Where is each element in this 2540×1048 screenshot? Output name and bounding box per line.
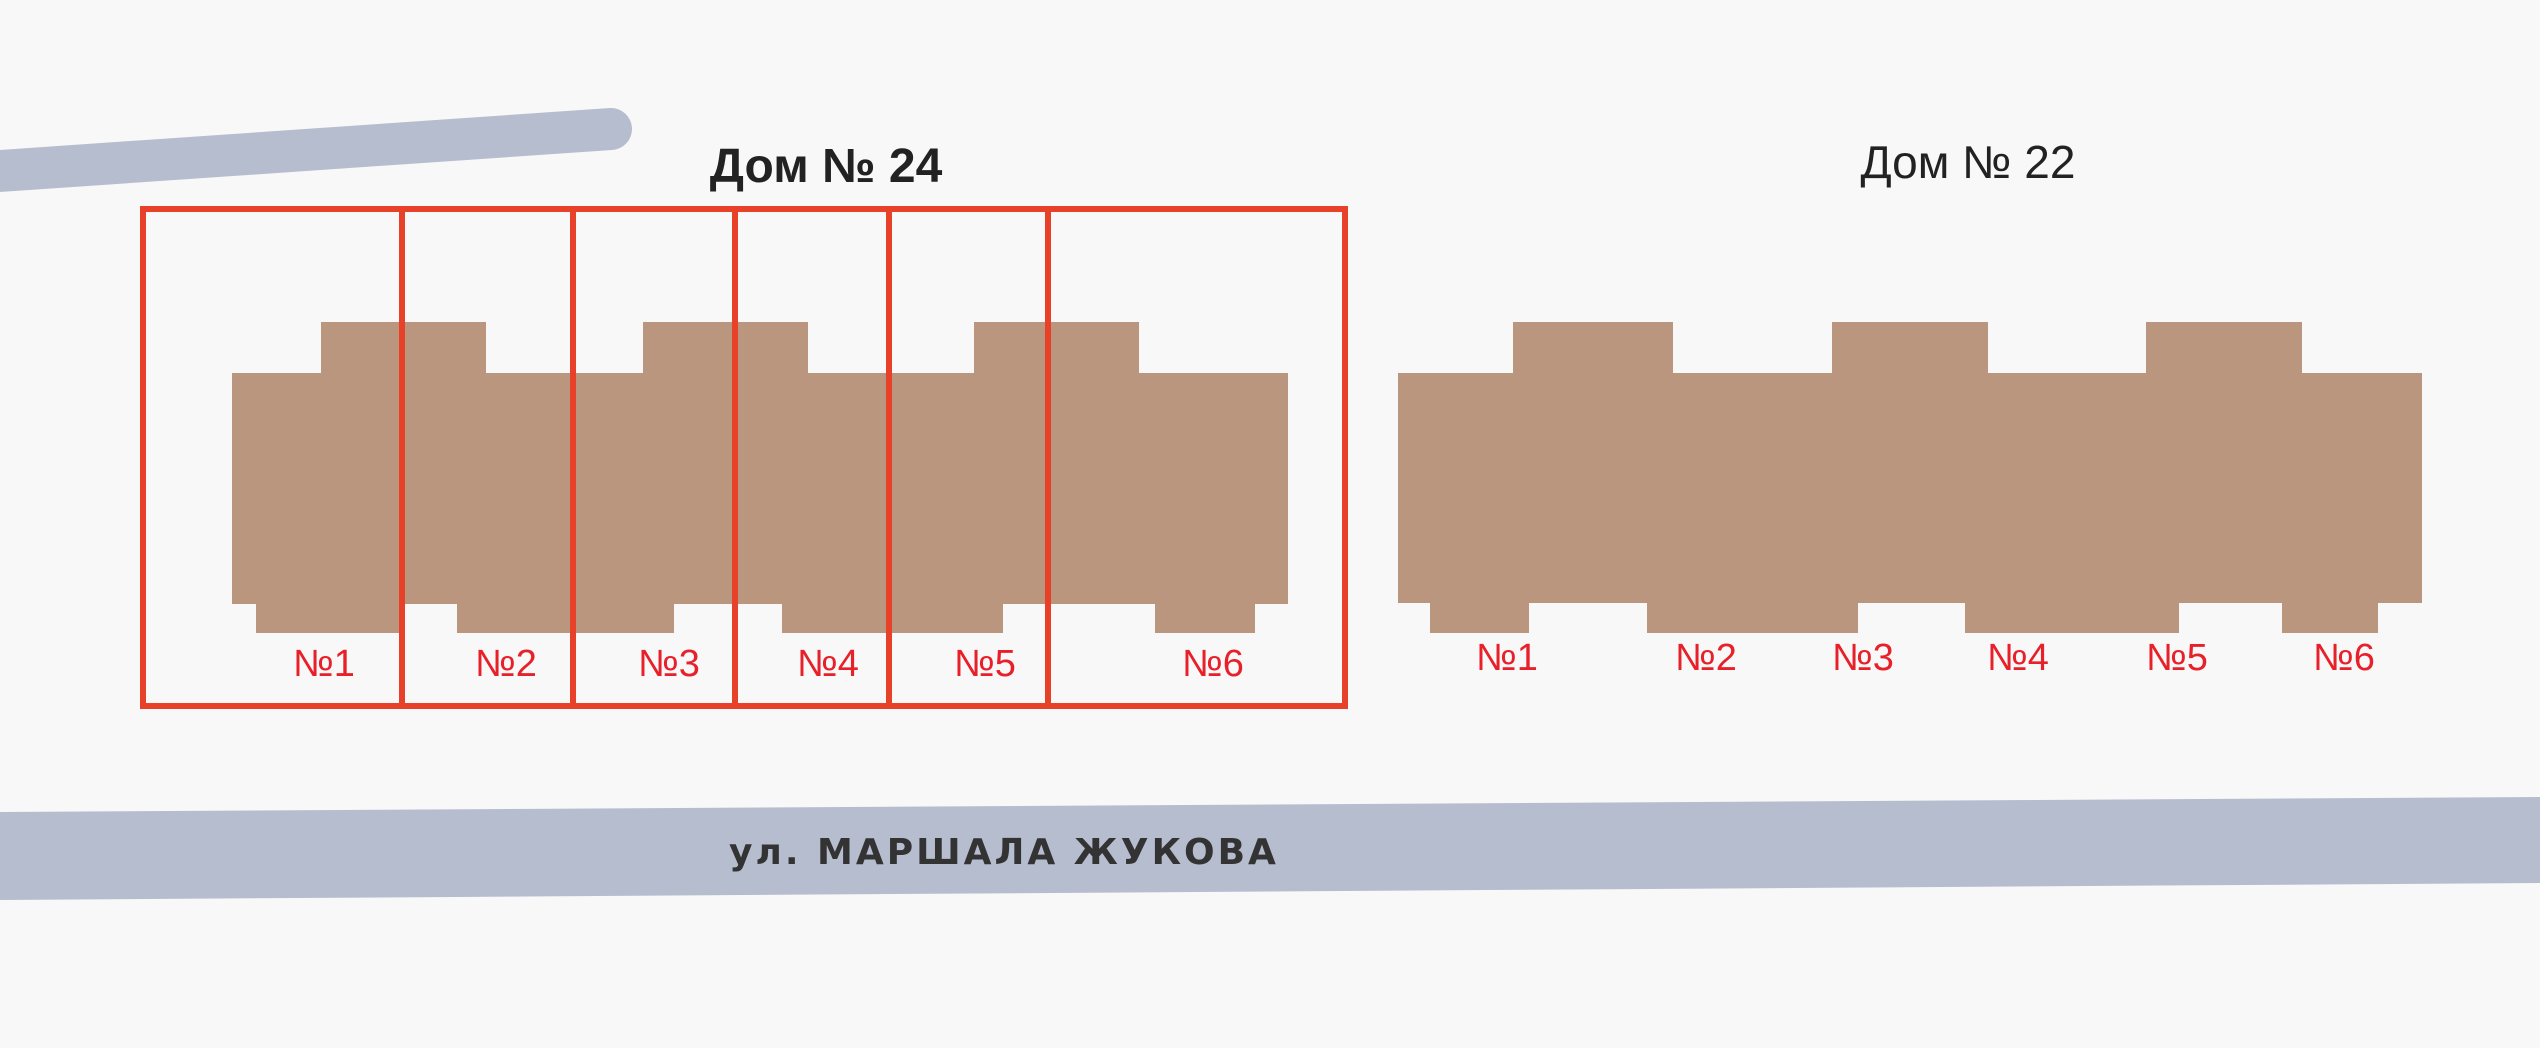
house-24-entrance-frames xyxy=(140,206,1348,709)
house-24-entrance-labels: №1 №2 №3 №4 №5 №6 xyxy=(293,643,1244,685)
entrance-label[interactable]: №3 xyxy=(638,643,700,685)
entrance-label[interactable]: №6 xyxy=(1182,643,1244,685)
side-road xyxy=(0,107,633,192)
entrance-label[interactable]: №2 xyxy=(1675,637,1737,679)
entrance-label[interactable]: №4 xyxy=(797,643,859,685)
house-22-title: Дом № 22 xyxy=(1861,136,2076,188)
entrance-label[interactable]: №5 xyxy=(2146,637,2208,679)
house-22-building xyxy=(1398,322,2422,633)
entrance-label[interactable]: №4 xyxy=(1987,637,2049,679)
entrance-label[interactable]: №5 xyxy=(954,643,1016,685)
entrance-label[interactable]: №2 xyxy=(475,643,537,685)
street-name: ул. МАРШАЛА ЖУКОВА xyxy=(729,832,1279,873)
entrance-label[interactable]: №1 xyxy=(293,643,355,685)
house-22-entrance-labels: №1 №2 №3 №4 №5 №6 xyxy=(1476,637,2375,679)
street-band xyxy=(0,797,2540,900)
house-24-building xyxy=(232,322,1288,633)
entrance-label[interactable]: №3 xyxy=(1832,637,1894,679)
entrance-label[interactable]: №6 xyxy=(2313,637,2375,679)
house-24-title: Дом № 24 xyxy=(710,140,943,193)
entrance-label[interactable]: №1 xyxy=(1476,637,1538,679)
